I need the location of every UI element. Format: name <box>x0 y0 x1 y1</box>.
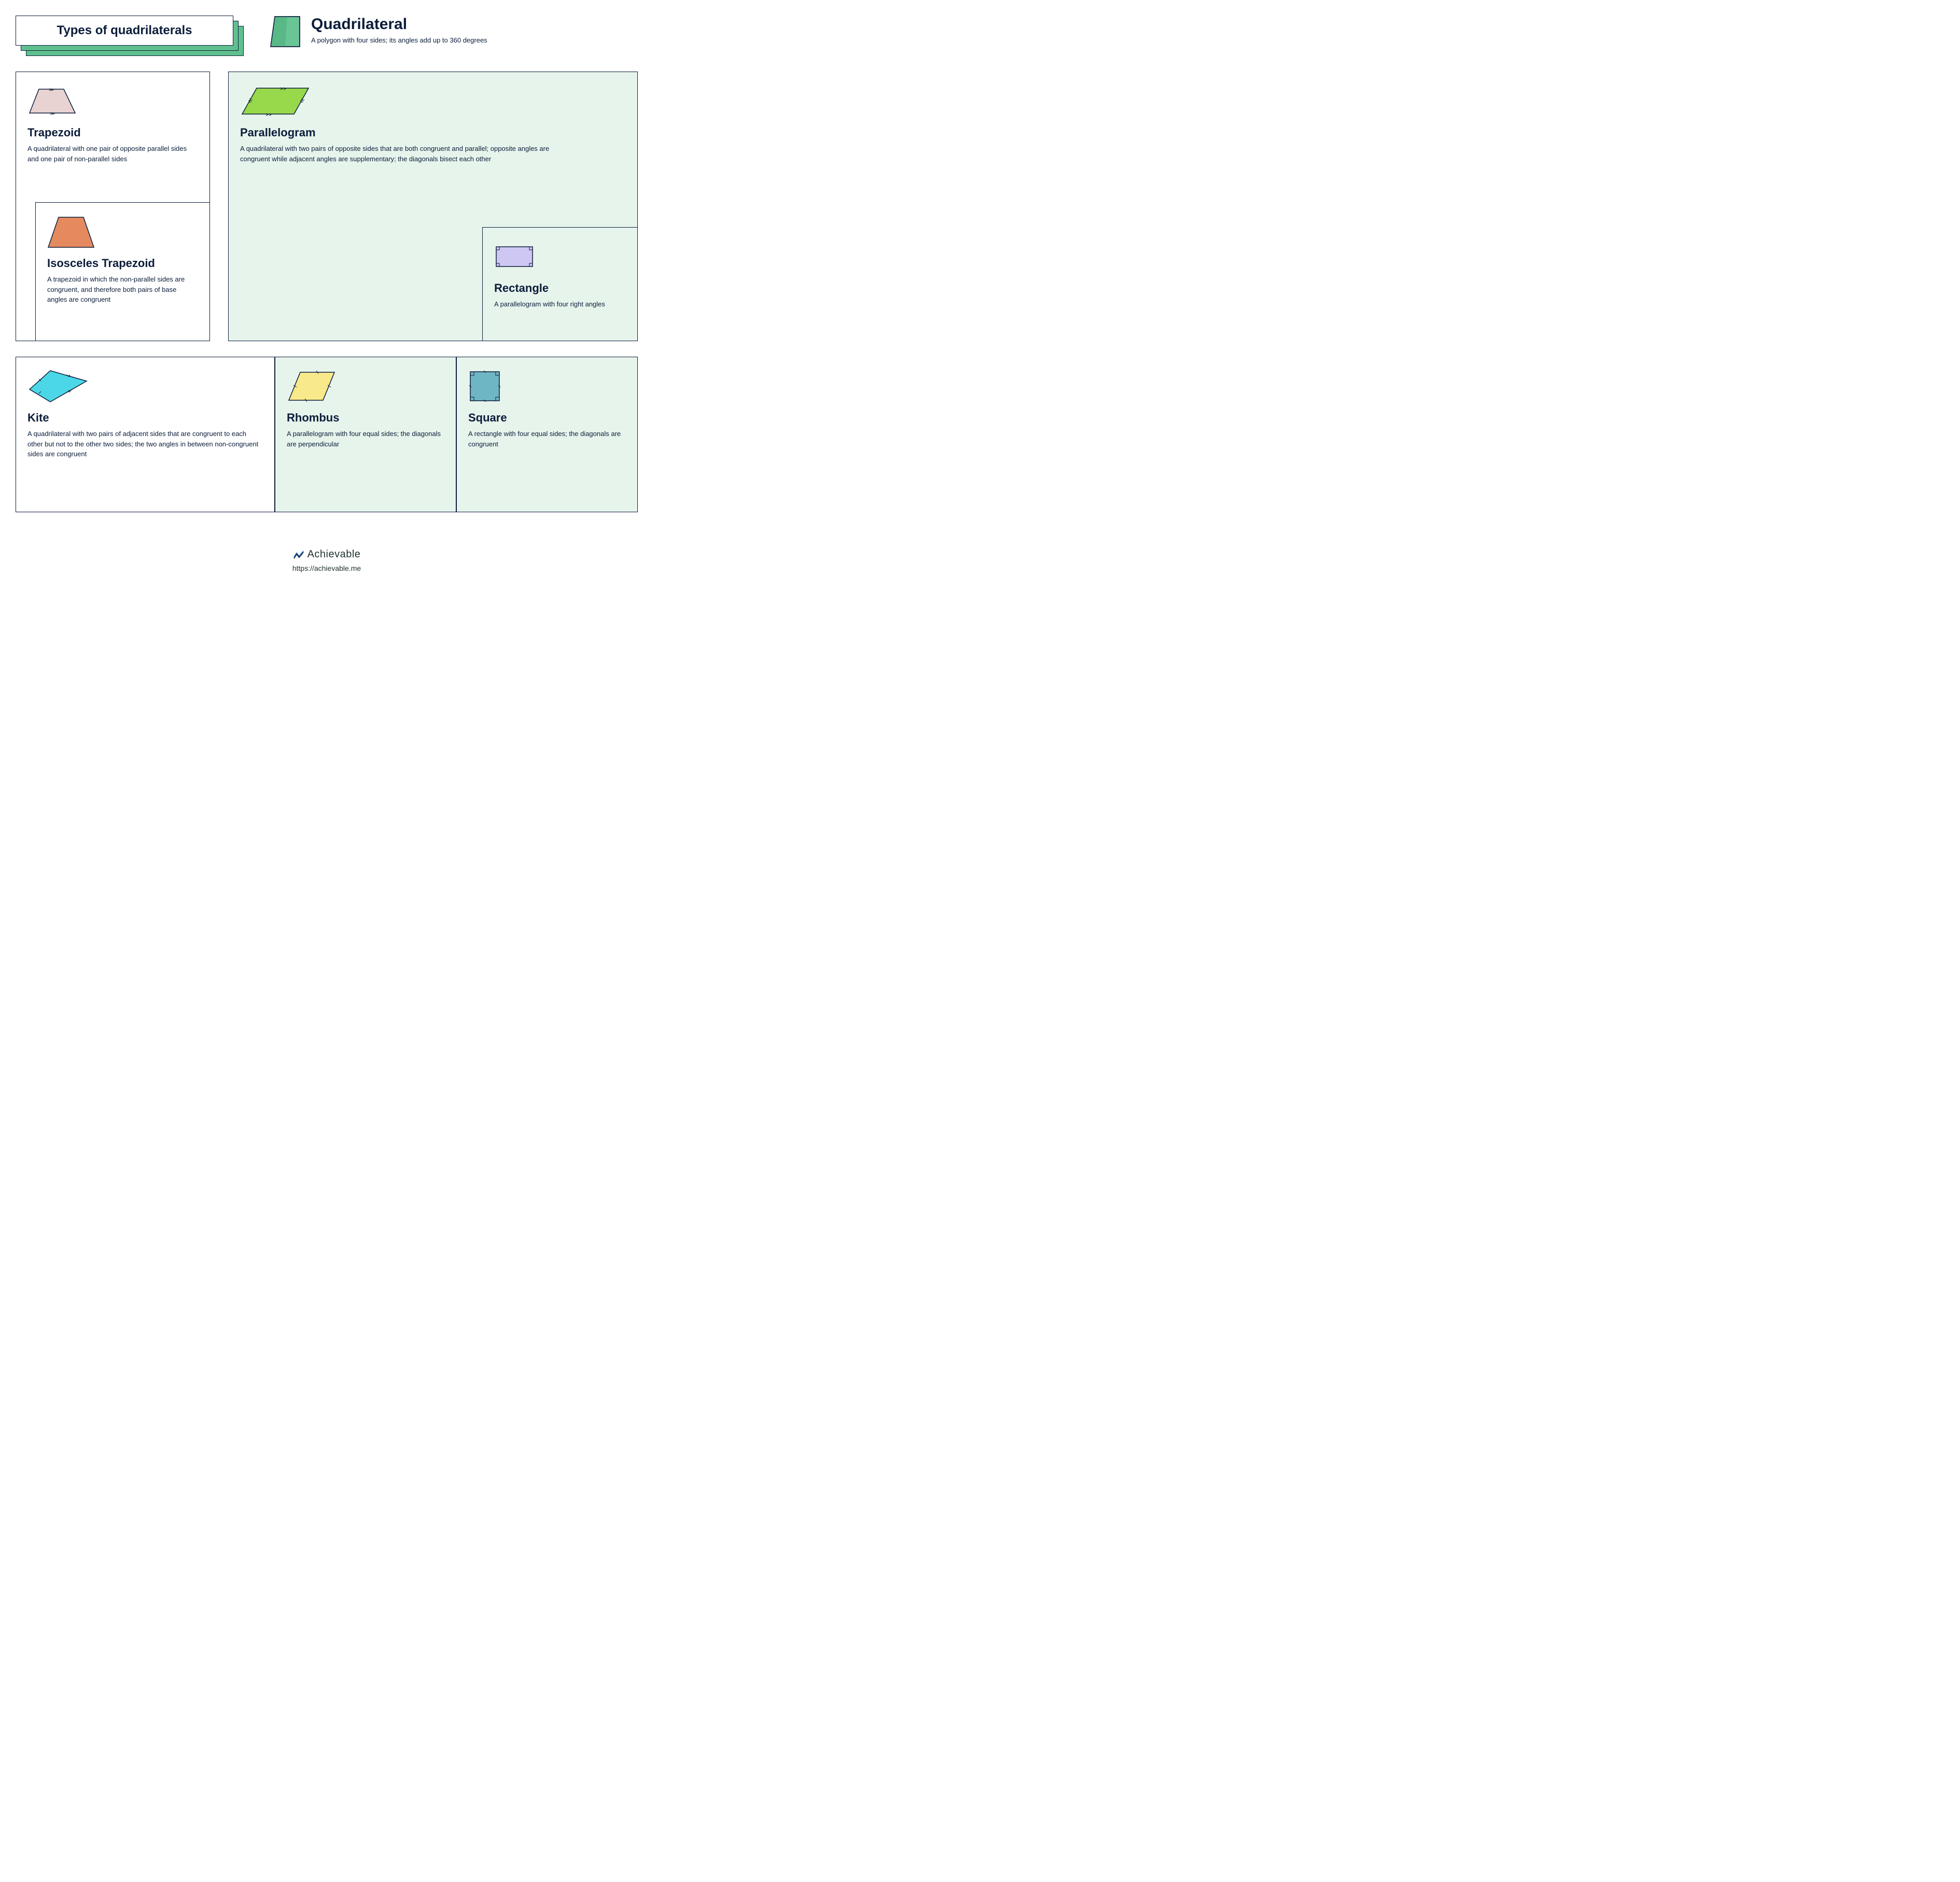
square-box: Square A rectangle with four equal sides… <box>456 357 638 512</box>
rectangle-desc: A parallelogram with four right angles <box>494 299 626 310</box>
page-title: Types of quadrilaterals <box>57 23 192 38</box>
kite-desc: A quadrilateral with two pairs of adjace… <box>27 429 263 459</box>
rhombus-title: Rhombus <box>287 411 444 425</box>
iso-trapezoid-title: Isosceles Trapezoid <box>47 257 198 270</box>
quadrilateral-header: Quadrilateral A polygon with four sides;… <box>270 16 487 48</box>
iso-trapezoid-icon <box>47 215 97 249</box>
title-card: Types of quadrilaterals <box>16 16 233 46</box>
footer: Achievable https://achievable.me <box>16 549 638 572</box>
rectangle-title: Rectangle <box>494 282 626 295</box>
quadrilateral-icon <box>270 16 302 48</box>
rhombus-box: Rhombus A parallelogram with four equal … <box>275 357 456 512</box>
iso-trapezoid-box: Isosceles Trapezoid A trapezoid in which… <box>35 202 210 341</box>
kite-icon <box>27 369 90 405</box>
rhombus-icon <box>287 370 339 403</box>
trapezoid-title: Trapezoid <box>27 126 198 139</box>
title-card-stack: Types of quadrilaterals <box>16 16 244 56</box>
quadrilateral-title: Quadrilateral <box>311 16 487 33</box>
iso-trapezoid-desc: A trapezoid in which the non-parallel si… <box>47 274 198 305</box>
diagram-grid: Trapezoid A quadrilateral with one pair … <box>16 72 638 538</box>
brand-url: https://achievable.me <box>16 564 638 572</box>
brand: Achievable <box>293 549 361 560</box>
square-desc: A rectangle with four equal sides; the d… <box>468 429 626 449</box>
square-title: Square <box>468 411 626 425</box>
rectangle-icon <box>494 245 536 270</box>
rhombus-desc: A parallelogram with four equal sides; t… <box>287 429 444 449</box>
parallelogram-icon <box>240 86 313 117</box>
brand-name: Achievable <box>307 549 361 560</box>
quadrilateral-desc: A polygon with four sides; its angles ad… <box>311 36 487 44</box>
kite-title: Kite <box>27 411 263 425</box>
kite-box: Kite A quadrilateral with two pairs of a… <box>16 357 275 512</box>
parallelogram-desc: A quadrilateral with two pairs of opposi… <box>240 144 572 164</box>
trapezoid-icon <box>27 87 79 116</box>
trapezoid-desc: A quadrilateral with one pair of opposit… <box>27 144 198 164</box>
square-icon <box>468 370 502 404</box>
brand-logo-icon <box>293 550 304 559</box>
rectangle-box: Rectangle A parallelogram with four righ… <box>482 227 638 341</box>
parallelogram-title: Parallelogram <box>240 126 626 139</box>
header: Types of quadrilaterals Quadrilateral A … <box>16 16 638 56</box>
